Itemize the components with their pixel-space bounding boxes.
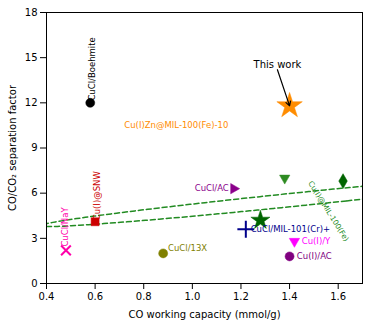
svg-text:0: 0: [31, 278, 37, 289]
svg-text:CuCl/Boehmite: CuCl/Boehmite: [87, 37, 97, 100]
svg-text:1.2: 1.2: [233, 291, 249, 302]
svg-text:Cu(I)@SNW: Cu(I)@SNW: [92, 171, 102, 221]
svg-text:1.6: 1.6: [330, 291, 346, 302]
svg-text:Cu(I)@MIL-100(Fe): Cu(I)@MIL-100(Fe): [306, 179, 351, 244]
svg-text:CO/CO₂ separation factor: CO/CO₂ separation factor: [7, 84, 18, 211]
svg-text:1.0: 1.0: [184, 291, 200, 302]
svg-text:9: 9: [31, 142, 37, 153]
svg-text:CuCl/13X: CuCl/13X: [168, 243, 207, 253]
svg-text:Cu(I)/AC: Cu(I)/AC: [297, 251, 332, 261]
svg-text:0.8: 0.8: [136, 291, 152, 302]
svg-text:0.4: 0.4: [39, 291, 55, 302]
svg-text:This work: This work: [253, 59, 302, 70]
svg-text:CuCl/NaY: CuCl/NaY: [60, 207, 70, 247]
svg-text:18: 18: [25, 7, 38, 18]
svg-text:Cu(I)/Y: Cu(I)/Y: [302, 236, 331, 246]
svg-text:Cu(I)Zn@MIL-100(Fe)-10: Cu(I)Zn@MIL-100(Fe)-10: [124, 120, 228, 130]
svg-text:12: 12: [25, 97, 38, 108]
svg-text:3: 3: [31, 233, 37, 244]
svg-text:15: 15: [25, 52, 38, 63]
svg-text:CuCl/MIL-101(Cr)+: CuCl/MIL-101(Cr)+: [251, 224, 330, 234]
svg-text:1.4: 1.4: [282, 291, 298, 302]
svg-text:CuCl/AC: CuCl/AC: [195, 183, 229, 193]
svg-text:6: 6: [31, 187, 37, 198]
svg-text:0.6: 0.6: [87, 291, 103, 302]
svg-text:CO working capacity (mmol/g): CO working capacity (mmol/g): [128, 309, 280, 320]
